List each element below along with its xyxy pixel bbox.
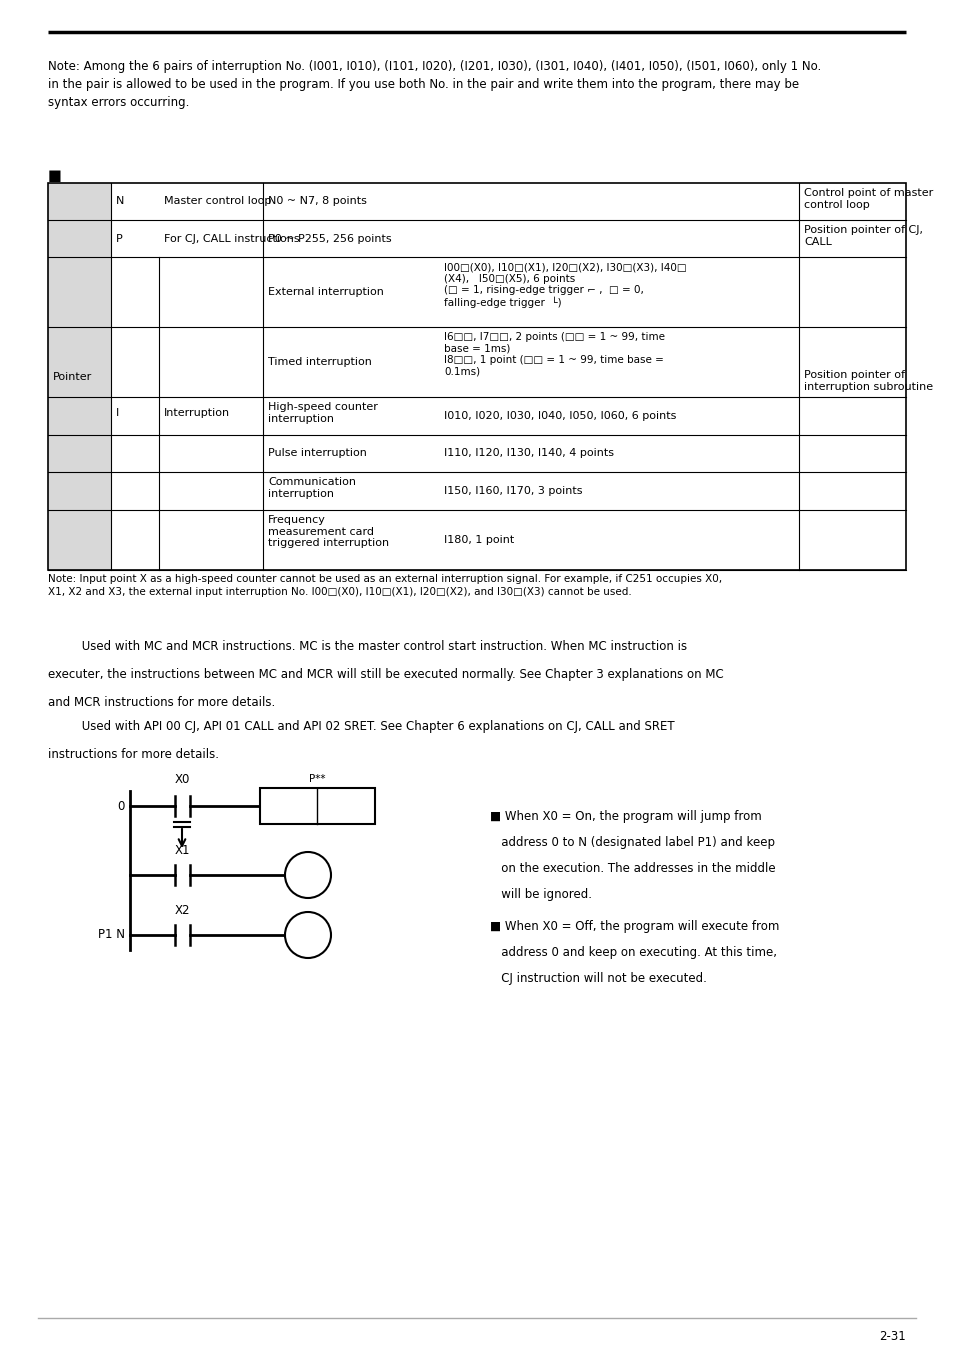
Text: X0: X0 [174, 774, 191, 786]
Text: and MCR instructions for more details.: and MCR instructions for more details. [48, 697, 275, 709]
Text: Control point of master
control loop: Control point of master control loop [803, 188, 932, 209]
Text: Pointer: Pointer [53, 371, 92, 382]
Text: Communication
interruption: Communication interruption [268, 477, 355, 498]
Text: External interruption: External interruption [268, 288, 383, 297]
Text: I: I [116, 409, 119, 418]
Text: I110, I120, I130, I140, 4 points: I110, I120, I130, I140, 4 points [443, 448, 614, 459]
Bar [260, 788, 375, 824]
Text: N0 ~ N7, 8 points: N0 ~ N7, 8 points [268, 197, 367, 207]
Text: P1 N: P1 N [98, 929, 125, 941]
Text: X2: X2 [174, 904, 191, 917]
Text: Frequency
measurement card
triggered interruption: Frequency measurement card triggered int… [268, 514, 389, 548]
Text: P1: P1 [338, 799, 354, 813]
Text: X1: X1 [174, 844, 191, 857]
Text: Master control loop: Master control loop [164, 197, 271, 207]
Text: For CJ, CALL instructions: For CJ, CALL instructions [164, 234, 299, 243]
Text: Timed interruption: Timed interruption [268, 356, 372, 367]
Text: address 0 and keep on executing. At this time,: address 0 and keep on executing. At this… [490, 946, 776, 958]
Text: P**: P** [309, 774, 325, 784]
Text: Used with API 00 CJ, API 01 CALL and API 02 SRET. See Chapter 6 explanations on : Used with API 00 CJ, API 01 CALL and API… [48, 720, 674, 733]
Text: will be ignored.: will be ignored. [490, 888, 592, 900]
Text: High-speed counter
interruption: High-speed counter interruption [268, 402, 377, 424]
Text: Pulse interruption: Pulse interruption [268, 448, 367, 459]
Text: Note: Among the 6 pairs of interruption No. (I001, I010), (I101, I020), (I201, I: Note: Among the 6 pairs of interruption … [48, 59, 821, 109]
Text: I00□(X0), I10□(X1), I20□(X2), I30□(X3), I40□
(X4),   I50□(X5), 6 points
(□ = 1, : I00□(X0), I10□(X1), I20□(X2), I30□(X3), … [443, 262, 686, 308]
Text: I150, I160, I170, 3 points: I150, I160, I170, 3 points [443, 486, 582, 495]
Text: I180, 1 point: I180, 1 point [443, 535, 514, 545]
Text: Note: Input point X as a high-speed counter cannot be used as an external interr: Note: Input point X as a high-speed coun… [48, 574, 721, 597]
Text: Y2: Y2 [300, 929, 315, 941]
Text: 2-31: 2-31 [879, 1330, 905, 1343]
Circle shape [285, 913, 331, 958]
Text: ■ When X0 = On, the program will jump from: ■ When X0 = On, the program will jump fr… [490, 810, 760, 824]
Text: Used with MC and MCR instructions. MC is the master control start instruction. W: Used with MC and MCR instructions. MC is… [48, 640, 686, 653]
Text: ■: ■ [48, 167, 62, 184]
Text: I010, I020, I030, I040, I050, I060, 6 points: I010, I020, I030, I040, I050, I060, 6 po… [443, 410, 676, 421]
Bar [48, 184, 905, 570]
Text: I6□□, I7□□, 2 points (□□ = 1 ~ 99, time
base = 1ms)
I8□□, 1 point (□□ = 1 ~ 99, : I6□□, I7□□, 2 points (□□ = 1 ~ 99, time … [443, 332, 664, 377]
Text: N: N [116, 197, 124, 207]
Text: Position pointer of
interruption subroutine: Position pointer of interruption subrout… [803, 370, 932, 392]
Bar [48, 184, 111, 570]
Text: address 0 to N (designated label P1) and keep: address 0 to N (designated label P1) and… [490, 836, 774, 849]
Text: ■ When X0 = Off, the program will execute from: ■ When X0 = Off, the program will execut… [490, 919, 779, 933]
Text: Position pointer of CJ,
CALL: Position pointer of CJ, CALL [803, 225, 923, 247]
Text: Y1: Y1 [300, 868, 315, 882]
Text: P: P [116, 234, 123, 243]
Circle shape [285, 852, 331, 898]
Text: executer, the instructions between MC and MCR will still be executed normally. S: executer, the instructions between MC an… [48, 668, 723, 680]
Text: Interruption: Interruption [164, 409, 230, 418]
Text: 0: 0 [117, 799, 125, 813]
Text: instructions for more details.: instructions for more details. [48, 748, 219, 761]
Text: CJ: CJ [283, 799, 294, 813]
Text: CJ instruction will not be executed.: CJ instruction will not be executed. [490, 972, 706, 986]
Text: P0 ~ P255, 256 points: P0 ~ P255, 256 points [268, 234, 392, 243]
Text: on the execution. The addresses in the middle: on the execution. The addresses in the m… [490, 863, 775, 875]
